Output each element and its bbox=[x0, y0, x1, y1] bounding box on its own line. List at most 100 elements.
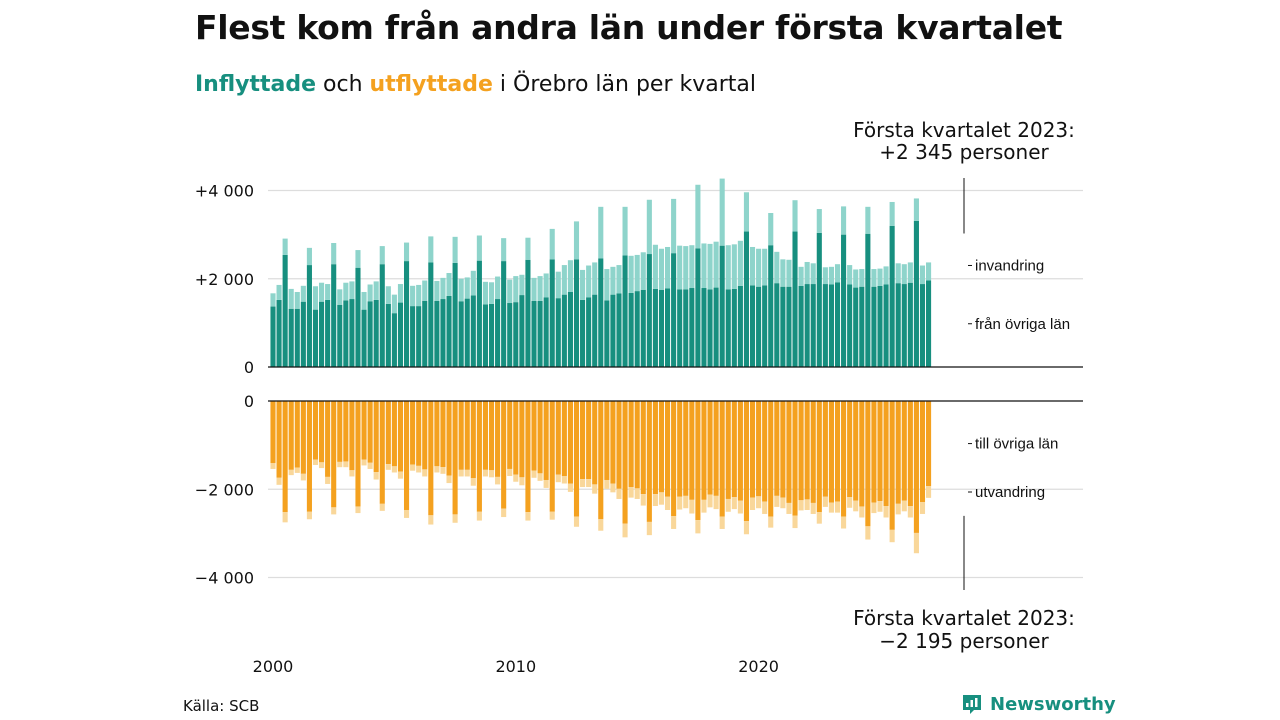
bar-immigration bbox=[701, 243, 707, 289]
bar-from-other-counties bbox=[537, 300, 543, 367]
bar-immigration bbox=[828, 266, 834, 285]
bar-from-other-counties bbox=[325, 299, 331, 367]
bar-emigration bbox=[665, 496, 671, 510]
bar-from-other-counties bbox=[458, 301, 464, 367]
bar-immigration bbox=[762, 248, 768, 286]
bar-emigration bbox=[598, 519, 604, 531]
subtitle-inflow-word: Inflyttade bbox=[195, 72, 317, 97]
bar-immigration bbox=[573, 221, 580, 260]
bar-immigration bbox=[768, 213, 774, 246]
bar-immigration bbox=[555, 271, 561, 299]
bar-emigration bbox=[482, 469, 488, 477]
bar-immigration bbox=[695, 184, 701, 249]
bar-to-other-counties bbox=[397, 401, 404, 472]
bar-from-other-counties bbox=[604, 300, 610, 367]
bar-to-other-counties bbox=[555, 401, 561, 475]
bar-immigration bbox=[270, 293, 276, 307]
bar-emigration bbox=[853, 500, 859, 512]
legend-label: till övriga län bbox=[975, 436, 1058, 453]
bar-to-other-counties bbox=[853, 401, 859, 501]
bar-to-other-counties bbox=[452, 401, 458, 515]
bar-to-other-counties bbox=[780, 401, 786, 498]
bar-to-other-counties bbox=[567, 401, 573, 484]
bar-from-other-counties bbox=[349, 299, 355, 367]
bar-immigration bbox=[349, 281, 355, 300]
bar-emigration bbox=[859, 506, 865, 518]
bar-to-other-counties bbox=[488, 401, 495, 471]
bar-emigration bbox=[434, 466, 440, 473]
bar-emigration bbox=[470, 478, 476, 486]
bar-immigration bbox=[282, 238, 288, 255]
bar-emigration bbox=[495, 476, 501, 485]
bar-immigration bbox=[288, 288, 294, 309]
bar-to-other-counties bbox=[841, 401, 847, 517]
bar-from-other-counties bbox=[300, 301, 306, 367]
bar-to-other-counties bbox=[446, 401, 452, 476]
bar-immigration bbox=[804, 261, 810, 285]
y-tick-label-top: +4 000 bbox=[195, 182, 254, 201]
callout-top-label: Första kvartalet 2023: bbox=[853, 118, 1075, 142]
bar-emigration bbox=[580, 479, 586, 488]
bar-to-other-counties bbox=[749, 401, 756, 498]
bar-immigration bbox=[883, 266, 889, 285]
bar-emigration bbox=[883, 506, 889, 518]
bar-immigration bbox=[416, 284, 422, 307]
bar-to-other-counties bbox=[331, 401, 337, 508]
bar-to-other-counties bbox=[640, 401, 646, 495]
bar-to-other-counties bbox=[537, 401, 543, 474]
bar-to-other-counties bbox=[385, 401, 391, 465]
bar-emigration bbox=[610, 483, 616, 493]
bar-to-other-counties bbox=[628, 401, 634, 488]
bar-emigration bbox=[762, 501, 768, 514]
bar-immigration bbox=[331, 243, 337, 265]
bar-to-other-counties bbox=[774, 401, 780, 496]
bar-from-other-counties bbox=[422, 300, 428, 367]
bar-immigration bbox=[319, 282, 325, 302]
bar-to-other-counties bbox=[901, 401, 907, 501]
bar-emigration bbox=[701, 499, 707, 513]
bar-immigration bbox=[677, 245, 683, 290]
bar-immigration bbox=[683, 246, 689, 290]
bar-to-other-counties bbox=[573, 401, 580, 517]
bar-emigration bbox=[622, 523, 628, 538]
bar-emigration bbox=[573, 516, 580, 527]
bar-immigration bbox=[658, 248, 665, 290]
bar-emigration bbox=[792, 515, 798, 529]
bar-emigration bbox=[919, 502, 926, 514]
bar-from-other-counties bbox=[658, 289, 665, 367]
bar-to-other-counties bbox=[598, 401, 604, 520]
bar-emigration bbox=[525, 512, 531, 521]
bar-emigration bbox=[652, 494, 658, 507]
bar-immigration bbox=[355, 250, 361, 268]
brand-name: Newsworthy bbox=[990, 693, 1116, 715]
bar-from-other-counties bbox=[337, 304, 343, 367]
bar-from-other-counties bbox=[671, 253, 677, 367]
bar-to-other-counties bbox=[810, 401, 816, 503]
bar-emigration bbox=[294, 467, 300, 473]
bar-immigration bbox=[567, 260, 573, 292]
bar-from-other-counties bbox=[677, 289, 683, 367]
bar-emigration bbox=[731, 497, 737, 510]
bar-from-other-counties bbox=[410, 306, 416, 367]
y-tick-label-top: +2 000 bbox=[195, 270, 254, 289]
bar-to-other-counties bbox=[926, 401, 932, 487]
bar-immigration bbox=[312, 286, 319, 310]
bar-to-other-counties bbox=[731, 401, 737, 498]
bar-immigration bbox=[822, 267, 828, 285]
bar-to-other-counties bbox=[610, 401, 616, 484]
bar-immigration bbox=[919, 265, 926, 285]
bar-immigration bbox=[495, 276, 501, 300]
bar-emigration bbox=[513, 474, 519, 482]
bar-to-other-counties bbox=[440, 401, 446, 468]
bar-from-other-counties bbox=[482, 304, 488, 367]
bar-to-other-counties bbox=[525, 401, 531, 513]
bar-to-other-counties bbox=[586, 401, 592, 480]
bar-emigration bbox=[707, 494, 713, 508]
brand-logo[interactable]: Newsworthy bbox=[960, 692, 1116, 716]
bar-emigration bbox=[774, 495, 780, 507]
bar-from-other-counties bbox=[792, 231, 798, 367]
bar-from-other-counties bbox=[762, 285, 768, 367]
bar-emigration bbox=[683, 495, 689, 509]
bar-emigration bbox=[410, 464, 416, 471]
bar-from-other-counties bbox=[470, 295, 476, 367]
